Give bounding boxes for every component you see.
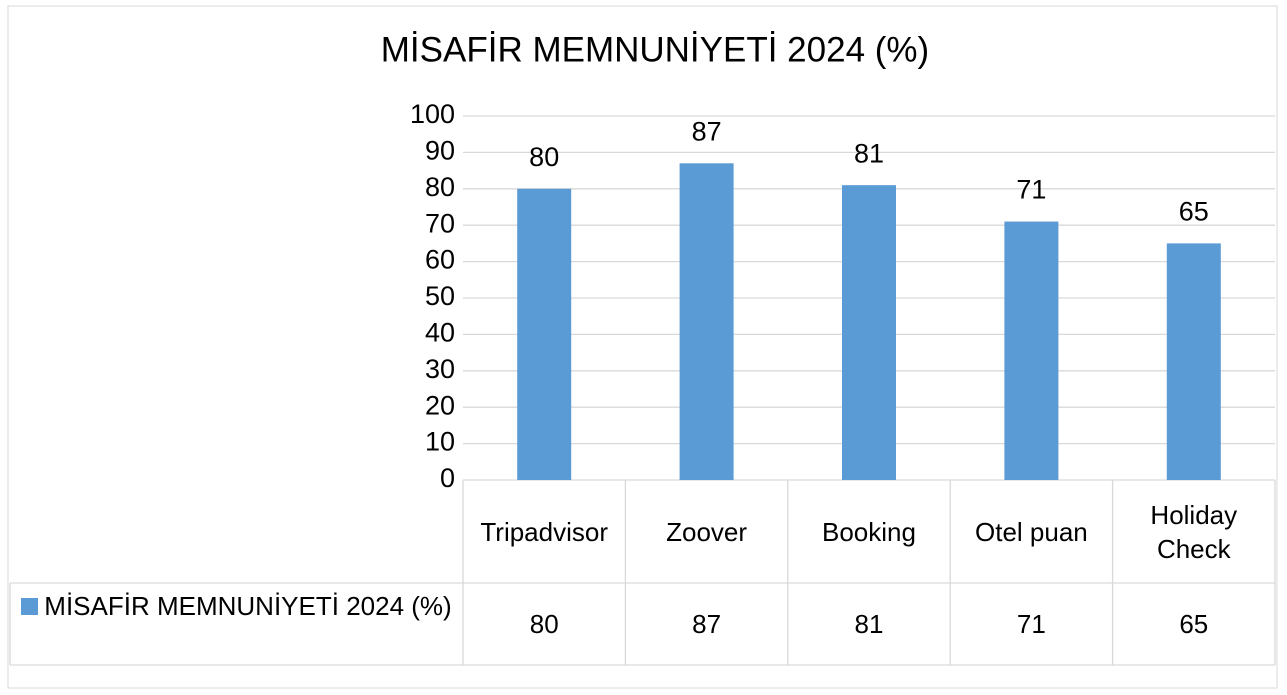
table-value: 65 [1179,609,1209,639]
y-tick-label: 80 [425,172,455,202]
y-tick-label: 10 [425,427,455,457]
y-tick-label: 30 [425,354,455,384]
table-value: 80 [529,609,559,639]
y-tick-label: 60 [425,245,455,275]
category-label: Zoover [666,516,748,547]
bar [517,188,572,481]
chart-title: MİSAFİR MEMNUNİYETİ 2024 (%) [381,30,929,69]
legend-entry: MİSAFİR MEMNUNİYETİ 2024 (%) [10,583,463,665]
y-tick-label: 0 [440,463,455,493]
category-label: Tripadvisor [480,516,609,547]
category-label: Booking [822,516,916,547]
bar [1004,221,1059,480]
chart-border [7,5,1278,689]
y-tick-label: 40 [425,318,455,348]
table-value: 81 [854,609,884,639]
y-tick-label: 20 [425,390,455,420]
data-label: 71 [1016,175,1046,205]
category-label: Holiday Check [1150,499,1238,564]
table-value: 87 [692,609,722,639]
data-label: 87 [692,116,722,146]
y-tick-label: 50 [425,281,455,311]
data-label: 81 [854,138,884,168]
table-value: 71 [1016,609,1046,639]
category-label: Otel puan [975,516,1088,547]
legend-label: MİSAFİR MEMNUNİYETİ 2024 (%) [44,591,452,621]
y-tick-label: 70 [425,208,455,238]
y-tick-label: 100 [410,99,455,129]
bar [679,163,734,480]
bar [842,185,896,480]
data-label: 80 [529,142,559,172]
legend-swatch [21,598,39,615]
bar [1166,243,1221,480]
y-tick-label: 90 [425,136,455,166]
data-label: 65 [1179,197,1209,227]
